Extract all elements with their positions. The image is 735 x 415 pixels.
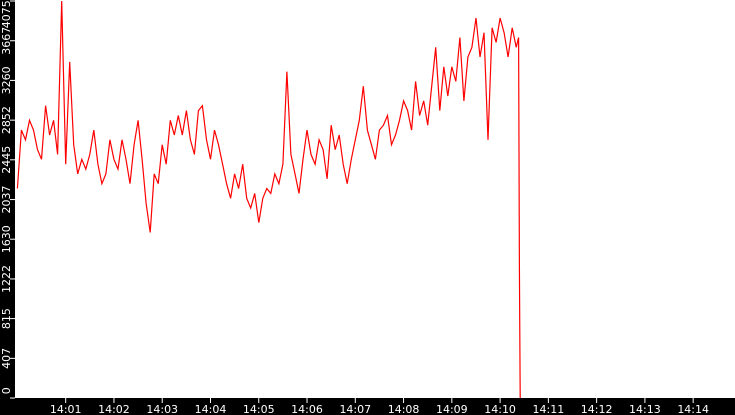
y-tick-label: 4075 (0, 0, 13, 28)
y-tick-label: 1222 (0, 265, 13, 293)
y-tick-label: 407 (0, 348, 13, 369)
x-tick-label: 14:07 (339, 403, 371, 415)
x-tick-label: 14:09 (436, 403, 468, 415)
y-tick-label: 815 (0, 308, 13, 329)
x-tick-label: 14:05 (243, 403, 275, 415)
series-line (16, 0, 521, 399)
x-tick-label: 14:14 (677, 403, 709, 415)
plot-area (15, 0, 735, 398)
y-tick-label: 2852 (0, 106, 13, 134)
y-tick-label: 0 (0, 387, 13, 394)
x-tick-label: 14:10 (484, 403, 516, 415)
x-tick-label: 14:01 (50, 403, 82, 415)
y-tick-label: 2037 (0, 186, 13, 214)
y-tick-label: 3260 (0, 66, 13, 94)
y-tick-label: 1630 (0, 225, 13, 253)
x-tick-label: 14:04 (195, 403, 227, 415)
x-tick-label: 14:11 (533, 403, 565, 415)
x-tick-label: 14:06 (291, 403, 323, 415)
x-tick-label: 14:02 (98, 403, 130, 415)
y-tick-label: 2445 (0, 146, 13, 174)
x-tick-label: 14:08 (388, 403, 420, 415)
x-tick-label: 14:03 (146, 403, 178, 415)
x-tick-label: 14:12 (581, 403, 613, 415)
x-tick-label: 14:13 (629, 403, 661, 415)
y-tick-label: 3667 (0, 27, 13, 55)
x-axis: 14:01 14:02 14:03 14:04 14:05 14:06 14:07 14:08… (50, 398, 709, 415)
